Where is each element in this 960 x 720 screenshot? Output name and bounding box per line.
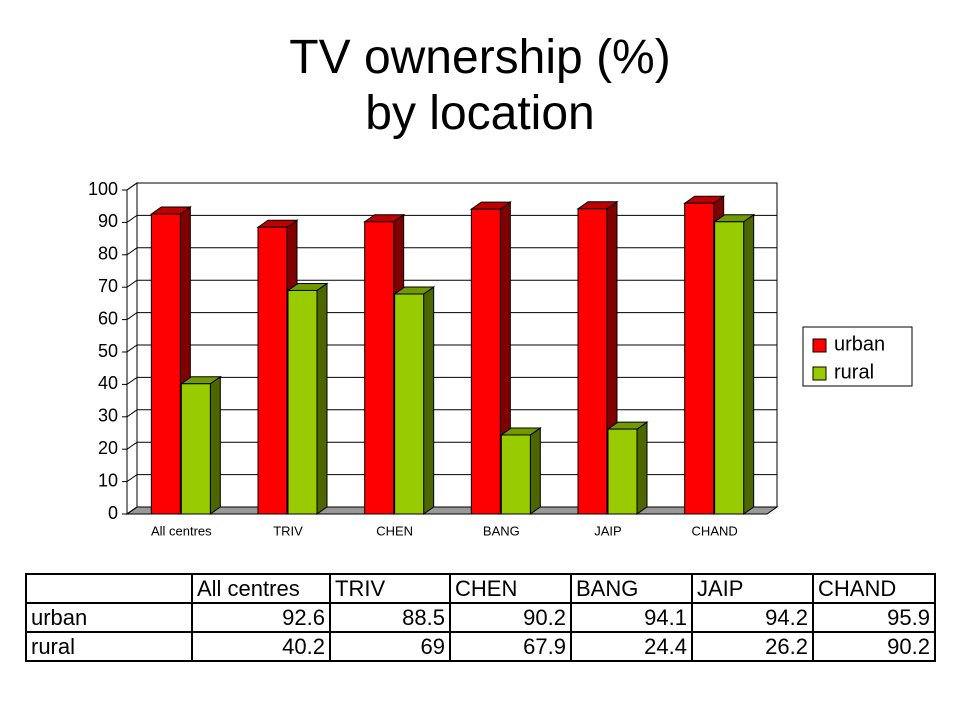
floor: [125, 506, 779, 515]
table-cell: urban: [25, 602, 193, 633]
grid-line: [126, 312, 777, 321]
grid-line: [126, 441, 777, 450]
grid-line: [126, 247, 777, 256]
y-tick-label: 100: [88, 179, 118, 199]
table-cell: 24.4: [570, 631, 693, 662]
table-cell: 26.2: [691, 631, 814, 662]
y-tick-label: 20: [98, 438, 118, 458]
legend-label: urban: [834, 333, 885, 355]
table-cell: 94.2: [691, 602, 814, 633]
table-cell: 40.2: [191, 631, 331, 662]
table-cell: 69: [329, 631, 451, 662]
bar: [499, 426, 542, 515]
legend-swatch: [812, 338, 827, 353]
y-tick-label: 10: [98, 470, 118, 490]
legend-swatch: [812, 366, 827, 381]
table-cell: 90.2: [449, 602, 572, 633]
grid-line: [126, 409, 777, 418]
table-cell: 90.2: [812, 631, 936, 662]
table-cell: CHEN: [449, 573, 572, 604]
table-cell: 88.5: [329, 602, 451, 633]
x-tick-label: CHAND: [692, 523, 738, 538]
grid-line: [126, 506, 777, 515]
grid-line: [126, 214, 777, 223]
table-cell: 92.6: [191, 602, 331, 633]
table-cell: 94.1: [570, 602, 693, 633]
data-table: All centres TRIV CHEN BANG JAIP CHAND urban 92.…: [25, 573, 936, 662]
table-cell: BANG: [570, 573, 693, 604]
table-cell: All centres: [191, 573, 331, 604]
y-tick-label: 90: [98, 211, 118, 231]
bar: [606, 421, 649, 515]
table-cell: TRIV: [329, 573, 451, 604]
grid-line: [126, 279, 777, 288]
x-tick-label: CHEN: [376, 523, 413, 538]
table-cell: 95.9: [812, 602, 936, 633]
chart-title: TV ownership (%) by location: [289, 31, 671, 140]
table-cell: rural: [25, 631, 193, 662]
y-tick-label: 50: [98, 341, 118, 361]
x-tick-label: TRIV: [273, 523, 303, 538]
grid-line: [126, 474, 777, 483]
bar: [179, 375, 222, 515]
chart: 0 10 20 30 40 50 60 70 80 90 100 All centres TRIV CHE…: [88, 179, 913, 538]
y-tick-label: 40: [98, 373, 118, 393]
bar: [286, 282, 329, 515]
grid-line: [126, 344, 777, 353]
x-tick-label: All centres: [151, 523, 212, 538]
x-tick-label: JAIP: [594, 523, 621, 538]
grid-line: [126, 182, 777, 191]
grid-line: [126, 376, 777, 385]
y-tick-label: 60: [98, 308, 118, 328]
y-tick-label: 0: [108, 503, 118, 523]
table-cell: [25, 573, 193, 604]
bar: [713, 213, 756, 515]
y-tick-label: 30: [98, 406, 118, 426]
table-cell: JAIP: [691, 573, 814, 604]
legend-label: rural: [834, 361, 874, 383]
bar: [393, 286, 436, 515]
y-tick-label: 70: [98, 276, 118, 296]
y-tick-label: 80: [98, 244, 118, 264]
table-cell: CHAND: [812, 573, 936, 604]
table-cell: 67.9: [449, 631, 572, 662]
x-tick-label: BANG: [483, 523, 520, 538]
